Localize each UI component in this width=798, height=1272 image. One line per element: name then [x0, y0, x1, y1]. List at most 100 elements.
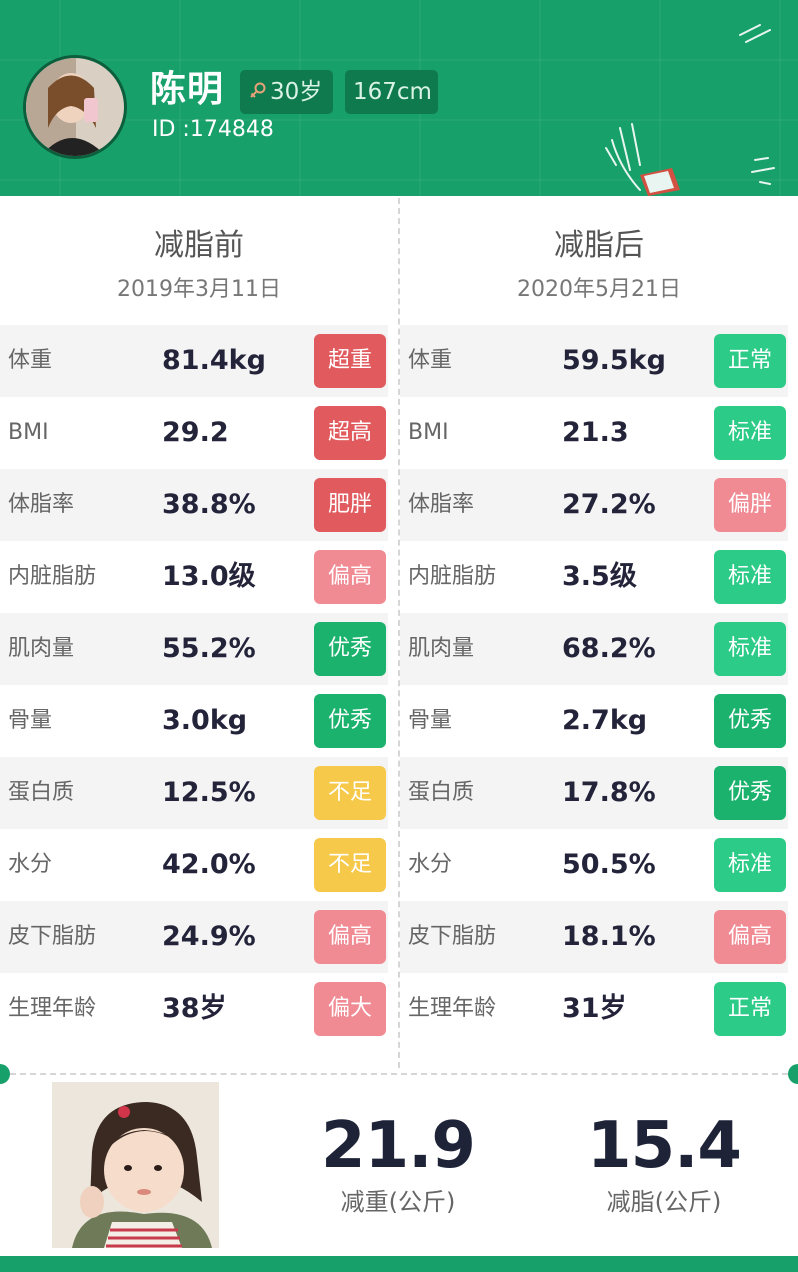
status-badge: 不足 [314, 838, 386, 892]
metric-value: 2.7kg [562, 705, 648, 736]
metric-row: 蛋白质 17.8% 优秀 [400, 757, 788, 829]
status-badge: 不足 [314, 766, 386, 820]
summary-divider [10, 1073, 788, 1075]
metric-label: 内脏脂肪 [8, 564, 97, 589]
metric-label: 皮下脂肪 [408, 924, 497, 949]
metric-row: 水分 50.5% 标准 [400, 829, 788, 901]
metric-label: 水分 [408, 852, 453, 877]
metric-value: 3.0kg [162, 705, 248, 736]
status-badge: 偏高 [314, 550, 386, 604]
status-badge: 偏高 [314, 910, 386, 964]
metric-label: 体重 [408, 348, 453, 373]
metric-value: 38.8% [162, 489, 256, 520]
metric-row: 肌肉量 55.2% 优秀 [0, 613, 388, 685]
metric-row: 体重 81.4kg 超重 [0, 325, 388, 397]
profile-header: 陈明 30岁 167cm ID :174848 [0, 0, 798, 196]
age-tag: 30岁 [240, 70, 333, 114]
metric-value: 12.5% [162, 777, 256, 808]
after-title: 减脂后 [554, 228, 644, 263]
footer-bar [0, 1256, 798, 1272]
after-header: 减脂后 2020年5月21日 [400, 198, 798, 320]
status-badge: 正常 [714, 982, 786, 1036]
metric-row: 骨量 3.0kg 优秀 [0, 685, 388, 757]
female-symbol-icon [250, 82, 266, 98]
metric-label: 生理年龄 [8, 996, 97, 1021]
metric-row: 体脂率 38.8% 肥胖 [0, 469, 388, 541]
metric-value: 27.2% [562, 489, 656, 520]
metric-row: 生理年龄 31岁 正常 [400, 973, 788, 1045]
status-badge: 超高 [314, 406, 386, 460]
status-badge: 超重 [314, 334, 386, 388]
metric-label: 肌肉量 [408, 636, 475, 661]
metric-label: 体重 [8, 348, 53, 373]
metric-row: 内脏脂肪 13.0级 偏高 [0, 541, 388, 613]
status-badge: 优秀 [714, 766, 786, 820]
metric-value: 38岁 [162, 993, 227, 1024]
status-badge: 偏高 [714, 910, 786, 964]
child-photo [52, 1082, 219, 1248]
metric-row: 体重 59.5kg 正常 [400, 325, 788, 397]
metric-value: 50.5% [562, 849, 656, 880]
metric-row: 体脂率 27.2% 偏胖 [400, 469, 788, 541]
metric-value: 24.9% [162, 921, 256, 952]
status-badge: 标准 [714, 406, 786, 460]
age-value: 30岁 [270, 79, 323, 105]
metric-label: 生理年龄 [408, 996, 497, 1021]
metric-value: 31岁 [562, 993, 627, 1024]
divider-dot-left [0, 1064, 10, 1084]
metric-label: 水分 [8, 852, 53, 877]
user-id: ID :174848 [152, 117, 274, 142]
metric-value: 81.4kg [162, 345, 266, 376]
after-metrics-list: 体重 59.5kg 正常 BMI 21.3 标准 体脂率 27.2% 偏胖 内脏脂肪 3.5级 标准肌… [400, 325, 788, 1045]
metric-row: 肌肉量 68.2% 标准 [400, 613, 788, 685]
divider-dot-right [788, 1064, 798, 1084]
metric-value: 13.0级 [162, 561, 256, 592]
metric-row: 骨量 2.7kg 优秀 [400, 685, 788, 757]
metric-row: BMI 29.2 超高 [0, 397, 388, 469]
metric-row: BMI 21.3 标准 [400, 397, 788, 469]
metric-label: 体脂率 [408, 492, 475, 517]
before-header: 减脂前 2019年3月11日 [0, 198, 398, 320]
metric-row: 水分 42.0% 不足 [0, 829, 388, 901]
status-badge: 标准 [714, 622, 786, 676]
before-title: 减脂前 [154, 228, 244, 263]
status-badge: 偏胖 [714, 478, 786, 532]
metric-label: 蛋白质 [408, 780, 475, 805]
metric-label: 皮下脂肪 [8, 924, 97, 949]
column-divider [398, 198, 400, 1068]
before-metrics-list: 体重 81.4kg 超重 BMI 29.2 超高 体脂率 38.8% 肥胖 内脏脂肪 13.0级 偏高… [0, 325, 388, 1045]
after-date: 2020年5月21日 [517, 277, 681, 302]
before-date: 2019年3月11日 [117, 277, 281, 302]
metric-value: 21.3 [562, 417, 629, 448]
metric-value: 59.5kg [562, 345, 666, 376]
metric-label: 骨量 [408, 708, 453, 733]
metric-value: 42.0% [162, 849, 256, 880]
metric-row: 皮下脂肪 24.9% 偏高 [0, 901, 388, 973]
metric-label: BMI [408, 420, 449, 445]
metric-label: 肌肉量 [8, 636, 75, 661]
metric-value: 55.2% [162, 633, 256, 664]
weight-loss-value: 21.9 [321, 1109, 476, 1183]
height-tag: 167cm [345, 70, 438, 114]
avatar-photo [26, 58, 124, 156]
metric-value: 68.2% [562, 633, 656, 664]
metric-label: 骨量 [8, 708, 53, 733]
status-badge: 标准 [714, 838, 786, 892]
status-badge: 正常 [714, 334, 786, 388]
metric-value: 3.5级 [562, 561, 637, 592]
weight-loss-caption: 减重(公斤) [340, 1188, 456, 1216]
metric-label: 内脏脂肪 [408, 564, 497, 589]
status-badge: 优秀 [714, 694, 786, 748]
user-name: 陈明 [150, 69, 225, 110]
fat-loss-stat: 15.4 减脂(公斤) [564, 1110, 764, 1218]
user-avatar[interactable] [23, 55, 127, 159]
status-badge: 优秀 [314, 622, 386, 676]
status-badge: 偏大 [314, 982, 386, 1036]
fat-loss-caption: 减脂(公斤) [606, 1188, 722, 1216]
metric-label: BMI [8, 420, 49, 445]
status-badge: 优秀 [314, 694, 386, 748]
metric-row: 生理年龄 38岁 偏大 [0, 973, 388, 1045]
metric-row: 内脏脂肪 3.5级 标准 [400, 541, 788, 613]
metric-value: 29.2 [162, 417, 229, 448]
metric-row: 皮下脂肪 18.1% 偏高 [400, 901, 788, 973]
